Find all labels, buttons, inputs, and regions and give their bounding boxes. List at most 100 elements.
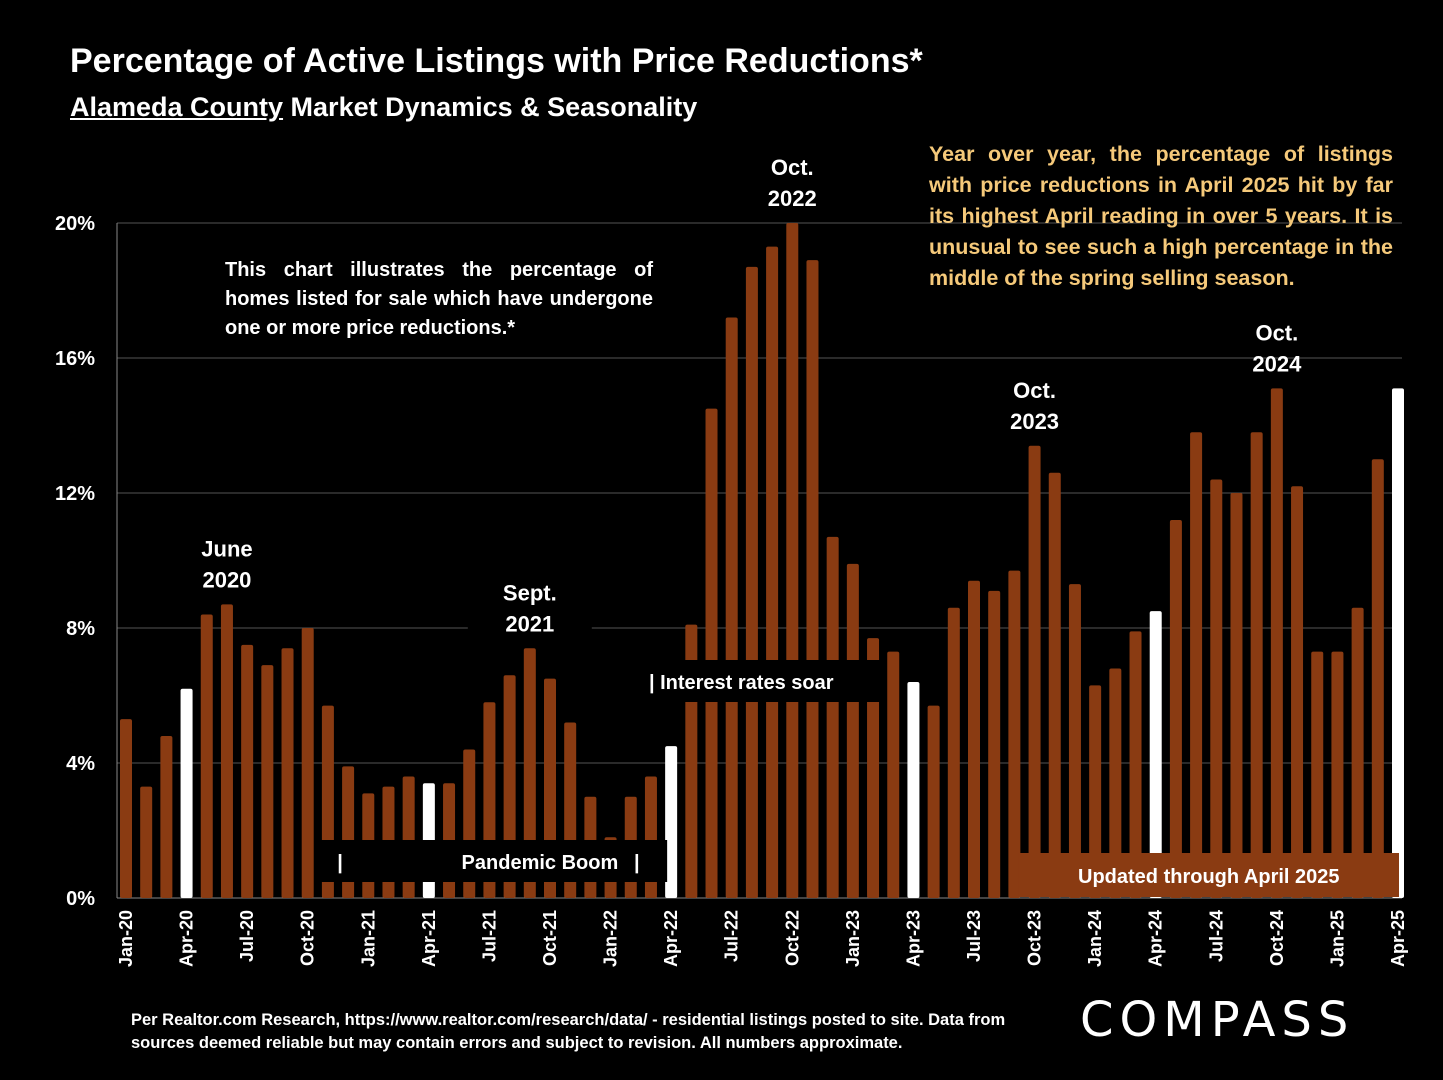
x-tick-label: Apr-22 xyxy=(661,910,681,967)
x-tick-label: Jul-20 xyxy=(237,910,257,962)
bar xyxy=(1392,388,1404,898)
bar xyxy=(1270,388,1283,898)
pandemic-start-marker: | xyxy=(337,852,343,874)
bar xyxy=(846,563,859,898)
x-tick-label: Jul-23 xyxy=(964,910,984,962)
peak-annotation-line1: Oct. xyxy=(1013,378,1056,403)
peak-annotation-line2: 2023 xyxy=(1010,409,1059,434)
subtitle-county: Alameda County xyxy=(70,92,284,122)
bar xyxy=(1068,584,1081,898)
annotation-bg xyxy=(467,574,592,645)
bar xyxy=(301,628,314,898)
bar xyxy=(745,266,758,898)
interest-rates-label: | Interest rates soar xyxy=(649,672,834,694)
peak-annotations: June 2020 Sept. 2021 Oct. 2022 Oct. 2023 Oct. 202… xyxy=(201,155,1302,645)
bar xyxy=(281,648,294,898)
bar xyxy=(1149,611,1162,898)
bar xyxy=(806,260,819,898)
updated-box xyxy=(1018,853,1399,897)
bar xyxy=(947,607,960,898)
bar xyxy=(766,246,779,898)
period-labels: | Pandemic Boom | | Interest rates soar Upda… xyxy=(319,660,1399,897)
bar xyxy=(705,408,718,898)
x-tick-label: Apr-23 xyxy=(903,910,923,967)
x-tick-label: Oct-21 xyxy=(540,910,560,966)
bar xyxy=(927,705,940,898)
y-tick-label: 12% xyxy=(55,483,95,505)
bar xyxy=(1230,493,1243,898)
bar xyxy=(180,688,193,898)
compass-logo: COMPASS xyxy=(1080,992,1355,1048)
bar xyxy=(1028,445,1041,898)
peak-annotation-line2: 2022 xyxy=(768,186,817,211)
updated-label: Updated through April 2025 xyxy=(1078,866,1340,888)
x-tick-label: Jul-21 xyxy=(479,910,499,962)
bar xyxy=(1351,607,1364,898)
bar xyxy=(988,590,1001,898)
x-tick-label: Oct-20 xyxy=(298,910,318,966)
bar xyxy=(826,536,839,898)
peak-annotation-line1: Sept. xyxy=(503,580,557,605)
bar xyxy=(1008,570,1021,898)
bar xyxy=(1250,432,1263,898)
bar xyxy=(887,651,900,898)
bar xyxy=(786,223,799,898)
bar xyxy=(1129,631,1142,898)
x-tick-label: Apr-21 xyxy=(419,910,439,967)
peak-annotation-line1: June xyxy=(201,536,252,561)
bar xyxy=(1089,685,1102,898)
bar xyxy=(665,746,678,898)
bar xyxy=(523,648,536,898)
y-axis: 0% 4% 8% 12% 16% 20% xyxy=(55,213,95,910)
bar xyxy=(120,719,132,898)
bar xyxy=(1210,479,1223,898)
y-tick-label: 16% xyxy=(55,348,95,370)
pandemic-boom-label: Pandemic Boom xyxy=(462,852,619,874)
y-tick-label: 8% xyxy=(66,618,95,640)
bar xyxy=(200,614,213,898)
bar xyxy=(1169,520,1182,898)
y-tick-label: 20% xyxy=(55,213,95,235)
peak-annotation-line2: 2020 xyxy=(202,567,251,592)
peak-annotation-line1: Oct. xyxy=(771,155,814,180)
bar xyxy=(220,604,233,898)
x-tick-label: Jan-24 xyxy=(1085,910,1105,967)
interest-rates-box xyxy=(644,660,884,702)
x-tick-label: Oct-23 xyxy=(1025,910,1045,966)
x-tick-label: Jan-25 xyxy=(1327,910,1347,967)
chart-subtitle: Alameda County Market Dynamics & Seasona… xyxy=(70,92,697,123)
x-axis: Jan-20 Apr-20 Jul-20 Oct-20 Jan-21 Apr-21 Jul-… xyxy=(116,910,1408,967)
bar xyxy=(968,580,980,898)
subtitle-rest: Market Dynamics & Seasonality xyxy=(283,92,698,122)
bar xyxy=(1109,668,1122,898)
chart-title: Percentage of Active Listings with Price… xyxy=(70,42,923,80)
bar xyxy=(1311,651,1324,898)
peak-annotation-line2: 2021 xyxy=(505,611,554,636)
x-tick-label: Oct-22 xyxy=(782,910,802,966)
bar xyxy=(725,317,738,898)
source-footnote: Per Realtor.com Research, https://www.re… xyxy=(131,1011,1006,1052)
bar xyxy=(140,786,153,898)
pandemic-end-marker: | xyxy=(634,852,640,874)
peak-annotation-line2: 2024 xyxy=(1252,351,1302,376)
bar xyxy=(1291,486,1304,898)
pandemic-boom-box xyxy=(319,840,668,882)
bar xyxy=(1190,432,1203,898)
x-tick-label: Jul-24 xyxy=(1206,910,1226,962)
callout-note: Year over year, the percentage of listin… xyxy=(929,142,1393,290)
y-tick-label: 0% xyxy=(66,888,95,910)
x-tick-label: Apr-25 xyxy=(1388,910,1408,967)
x-tick-label: Apr-24 xyxy=(1146,910,1166,967)
bar xyxy=(261,665,274,898)
bar xyxy=(1331,651,1344,898)
peak-annotation-line1: Oct. xyxy=(1255,320,1298,345)
chart-description: This chart illustrates the percentage of… xyxy=(225,259,653,339)
x-tick-label: Jul-22 xyxy=(722,910,742,962)
x-tick-label: Jan-23 xyxy=(843,910,863,967)
bar xyxy=(241,644,254,898)
bar xyxy=(867,638,880,898)
x-tick-label: Oct-24 xyxy=(1267,910,1287,966)
bar xyxy=(1048,472,1061,898)
bar xyxy=(907,682,920,898)
